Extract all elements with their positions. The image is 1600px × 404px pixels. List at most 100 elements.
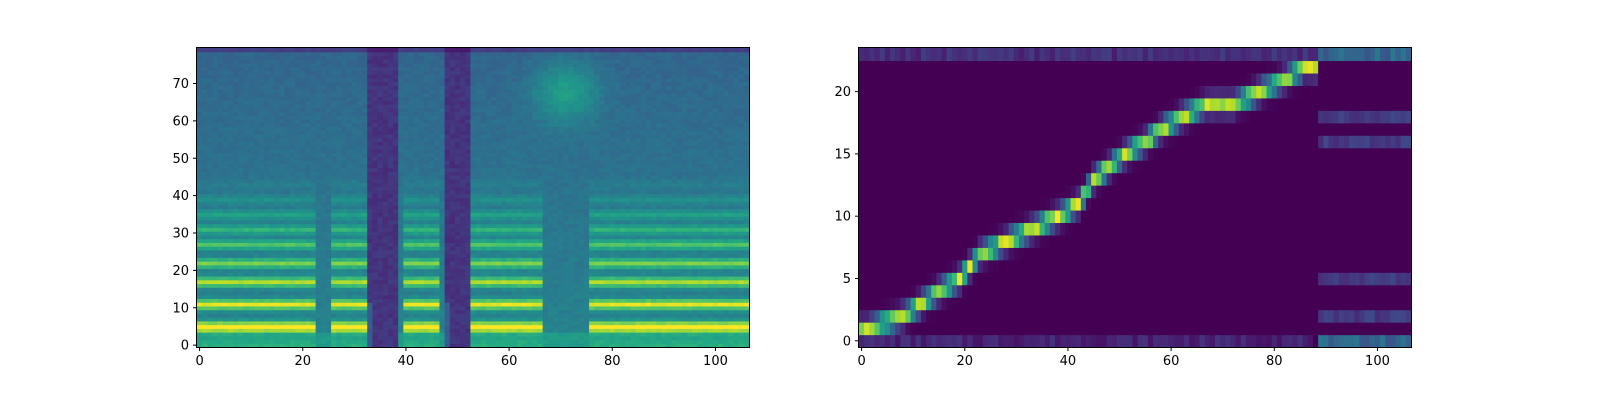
spectrogram-cell (491, 335, 497, 341)
spectrogram-cell (274, 163, 281, 169)
spectrogram-cell (506, 62, 513, 68)
spectrogram-cell (300, 59, 306, 64)
spectrogram-cell (377, 126, 384, 131)
spectrogram-cell (475, 77, 482, 83)
spectrogram-cell (264, 66, 270, 72)
spectrogram-cell (197, 268, 203, 273)
spectrogram-cell (413, 234, 420, 240)
spectrogram-cell (197, 156, 203, 161)
spectrogram-cell (439, 268, 446, 273)
spectrogram-cell (233, 339, 239, 344)
spectrogram-cell (413, 133, 420, 139)
spectrogram-cell (274, 204, 281, 210)
spectrogram-cell (253, 279, 260, 285)
spectrogram-cell (274, 182, 281, 187)
spectrogram-cell (475, 204, 482, 210)
spectrogram-cell (217, 309, 224, 314)
spectrogram-cell (372, 231, 379, 236)
spectrogram-cell (233, 324, 239, 329)
spectrogram-cell (372, 190, 379, 195)
spectrogram-cell (222, 283, 229, 288)
spectrogram-cell (439, 115, 446, 120)
spectrogram-cell (418, 51, 425, 57)
spectrogram-cell (346, 193, 353, 199)
spectrogram-cell (398, 160, 404, 165)
spectrogram-cell (269, 89, 275, 94)
spectrogram-cell (295, 85, 301, 90)
spectrogram-cell (460, 59, 466, 64)
spectrogram-cell (429, 175, 435, 180)
spectrogram-cell (377, 302, 384, 307)
spectrogram-cell (362, 283, 368, 288)
spectrogram-cell (460, 253, 466, 258)
spectrogram-cell (470, 148, 477, 154)
spectrogram-cell (310, 70, 317, 75)
spectrogram-cell (284, 77, 291, 83)
spectrogram-cell (496, 242, 502, 247)
spectrogram-cell (423, 234, 430, 240)
spectrogram-cell (434, 163, 441, 169)
spectrogram-cell (305, 234, 312, 240)
spectrogram-cell (346, 77, 353, 83)
spectrogram-cell (258, 77, 265, 83)
spectrogram-cell (418, 253, 425, 258)
spectrogram-cell (413, 227, 420, 232)
spectrogram-cell (207, 190, 214, 195)
spectrogram-cell (398, 74, 404, 79)
spectrogram-cell (264, 313, 270, 318)
spectrogram-cell (356, 272, 363, 277)
spectrogram-cell (258, 74, 265, 79)
spectrogram-cell (398, 122, 404, 128)
spectrogram-cell (305, 182, 312, 187)
spectrogram-cell (284, 204, 291, 210)
spectrogram-cell (197, 332, 203, 337)
spectrogram-cell (310, 66, 317, 72)
spectrogram-cell (227, 249, 234, 255)
spectrogram-cell (393, 111, 399, 116)
spectrogram-cell (501, 231, 508, 236)
spectrogram-cell (356, 133, 363, 139)
spectrogram-cell (264, 317, 270, 322)
spectrogram-cell (356, 92, 363, 98)
spectrogram-cell (367, 167, 373, 172)
spectrogram-cell (258, 231, 265, 236)
spectrogram-cell (501, 148, 508, 154)
spectrogram-cell (264, 261, 270, 266)
spectrogram-cell (444, 275, 451, 281)
spectrogram-cell (243, 261, 250, 266)
spectrogram-cell (454, 268, 461, 273)
spectrogram-cell (506, 51, 513, 57)
spectrogram-cell (501, 141, 508, 146)
spectrogram-cell (289, 186, 296, 191)
spectrogram-cell (408, 175, 415, 180)
spectrogram-cell (356, 208, 363, 214)
spectrogram-cell (202, 332, 208, 337)
spectrogram-cell (289, 190, 296, 195)
spectrogram-cell (202, 74, 208, 79)
spectrogram-cell (393, 160, 399, 165)
spectrogram-cell (393, 287, 399, 292)
spectrogram-cell (346, 145, 353, 150)
spectrogram-cell (413, 313, 420, 318)
spectrogram-cell (485, 85, 492, 90)
spectrogram-cell (202, 223, 208, 228)
spectrogram-cell (325, 145, 332, 150)
spectrogram-cell (217, 279, 224, 285)
spectrogram-cell (491, 152, 497, 157)
spectrogram-cell (289, 137, 296, 143)
spectrogram-cell (207, 89, 214, 94)
spectrogram-cell (243, 100, 250, 105)
spectrogram-cell (491, 178, 497, 184)
spectrogram-cell (320, 137, 327, 143)
spectrogram-cell (501, 85, 508, 90)
spectrogram-cell (444, 242, 451, 247)
spectrogram-cell (320, 212, 327, 217)
spectrogram-cell (295, 204, 301, 210)
spectrogram-cell (341, 223, 348, 228)
spectrogram-cell (480, 204, 487, 210)
spectrogram-cell (269, 48, 275, 53)
spectrogram-cell (429, 249, 435, 255)
spectrogram-cell (387, 152, 394, 157)
spectrogram-cell (212, 156, 219, 161)
spectrogram-cell (351, 223, 358, 228)
